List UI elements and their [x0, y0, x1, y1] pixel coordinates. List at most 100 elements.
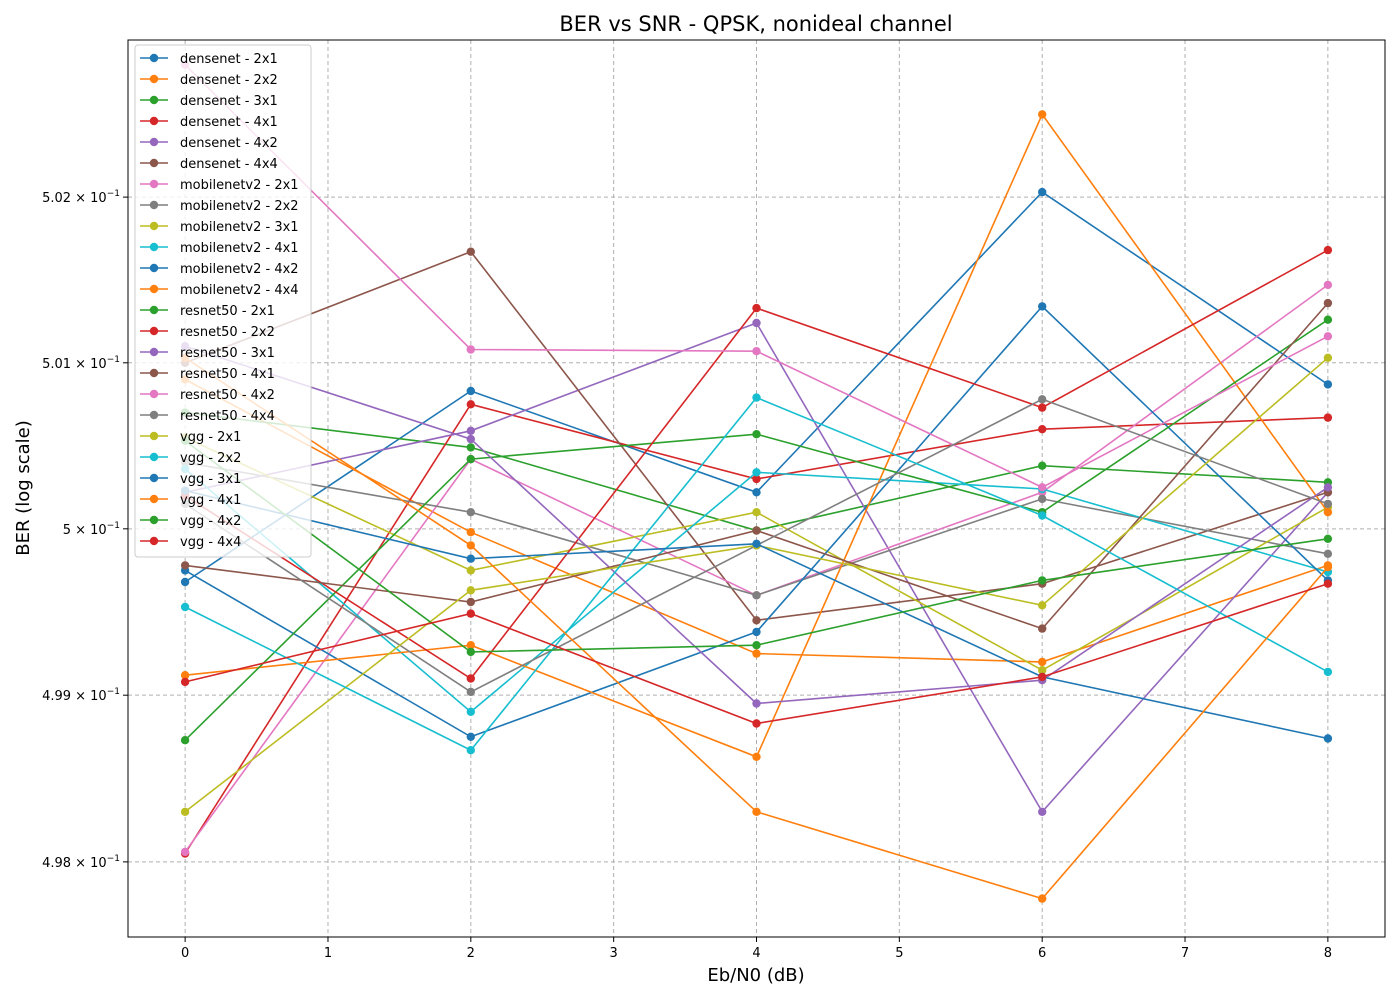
data-point — [466, 400, 475, 409]
data-point — [1038, 461, 1047, 470]
data-point — [1323, 667, 1333, 677]
legend-item: vgg - 4x4 — [140, 535, 241, 550]
legend-item: resnet50 - 3x1 — [140, 346, 275, 361]
legend-marker — [149, 200, 159, 210]
data-point — [1323, 380, 1333, 389]
data-point — [466, 508, 475, 517]
legend-label: mobilenetv2 - 2x1 — [180, 178, 299, 193]
legend-label: densenet - 2x1 — [180, 52, 278, 67]
legend-marker — [149, 242, 159, 252]
legend-label: mobilenetv2 - 3x1 — [180, 220, 299, 235]
legend-label: vgg - 2x1 — [180, 430, 241, 445]
legend-item: mobilenetv2 - 4x4 — [140, 283, 299, 298]
legend-label: vgg - 4x4 — [180, 535, 241, 550]
legend-item: densenet - 4x2 — [140, 136, 278, 151]
data-point — [1038, 425, 1047, 434]
data-point — [466, 707, 475, 716]
legend-label: densenet - 4x1 — [180, 115, 278, 130]
y-tick-label: 4.99 × 10−1 — [42, 687, 120, 704]
data-point — [180, 561, 190, 570]
data-point — [466, 647, 475, 657]
data-point — [1323, 549, 1333, 558]
legend-marker — [149, 347, 159, 357]
data-point — [1038, 187, 1047, 197]
data-point — [466, 597, 475, 607]
legend-label: resnet50 - 2x2 — [180, 325, 275, 340]
legend-label: vgg - 2x2 — [180, 451, 241, 466]
legend-item: densenet - 2x1 — [140, 52, 278, 67]
series-24 — [180, 579, 1333, 728]
series-12 — [180, 110, 1333, 761]
data-point — [1038, 576, 1047, 585]
data-point — [180, 847, 190, 857]
data-point — [1323, 353, 1333, 362]
data-point — [752, 591, 761, 600]
data-point — [466, 609, 475, 618]
legend-item: resnet50 - 2x2 — [140, 325, 275, 340]
legend-label: mobilenetv2 - 4x2 — [180, 262, 299, 277]
data-point — [466, 687, 475, 697]
legend-marker — [149, 494, 159, 504]
legend-marker — [149, 74, 159, 84]
data-point — [1323, 280, 1333, 290]
x-tick-label: 7 — [1181, 946, 1189, 961]
legend-marker — [149, 137, 159, 147]
data-point — [752, 318, 761, 328]
series-20 — [180, 393, 1333, 755]
x-tick-label: 6 — [1038, 946, 1046, 961]
data-point — [752, 719, 761, 728]
data-point — [1323, 734, 1333, 743]
legend-marker — [149, 263, 159, 273]
data-point — [180, 677, 190, 687]
legend-marker — [149, 389, 159, 399]
legend-item: densenet - 4x4 — [140, 157, 278, 172]
x-tick-label: 4 — [752, 946, 760, 961]
data-point — [752, 508, 761, 517]
data-point — [752, 347, 761, 356]
series-16 — [180, 298, 1333, 633]
x-tick-label: 0 — [181, 946, 189, 961]
legend-label: resnet50 - 2x1 — [180, 304, 275, 319]
data-point — [1323, 332, 1333, 341]
data-point — [466, 454, 475, 464]
data-point — [1323, 298, 1333, 308]
x-tick-label: 5 — [895, 946, 903, 961]
legend-label: densenet - 2x2 — [180, 73, 278, 88]
data-point — [466, 345, 475, 354]
series-13 — [180, 315, 1333, 745]
data-point — [1323, 315, 1333, 324]
legend-marker — [149, 368, 159, 378]
data-point — [180, 736, 190, 745]
data-point — [752, 641, 761, 650]
data-point — [1323, 562, 1333, 572]
legend-box — [134, 44, 312, 558]
legend-item: mobilenetv2 - 4x2 — [140, 262, 299, 277]
legend-marker — [149, 95, 159, 105]
legend-marker — [149, 221, 159, 231]
data-point — [752, 488, 761, 497]
legend-marker — [149, 158, 159, 168]
data-point — [1038, 395, 1047, 404]
data-point — [1323, 499, 1333, 509]
data-point — [1323, 534, 1333, 543]
legend-item: densenet - 4x1 — [140, 115, 278, 130]
data-point — [1038, 807, 1047, 816]
legend-item: mobilenetv2 - 3x1 — [140, 220, 299, 235]
y-axis-label: BER (log scale) — [13, 420, 34, 556]
data-point — [752, 474, 761, 484]
legend-item: resnet50 - 4x2 — [140, 388, 275, 403]
legend-label: vgg - 4x1 — [180, 493, 241, 508]
x-tick-label: 8 — [1324, 946, 1332, 961]
legend-label: vgg - 4x2 — [180, 514, 241, 529]
legend-item: mobilenetv2 - 4x1 — [140, 241, 299, 256]
x-tick-label: 3 — [610, 946, 618, 961]
legend-marker — [149, 179, 159, 189]
data-point — [752, 303, 761, 313]
legend-label: vgg - 3x1 — [180, 472, 241, 487]
legend-marker — [149, 284, 159, 294]
legend-label: resnet50 - 3x1 — [180, 346, 275, 361]
legend-item: densenet - 2x2 — [140, 73, 278, 88]
data-point — [752, 807, 761, 816]
data-point — [752, 526, 761, 535]
legend-marker — [149, 431, 159, 441]
